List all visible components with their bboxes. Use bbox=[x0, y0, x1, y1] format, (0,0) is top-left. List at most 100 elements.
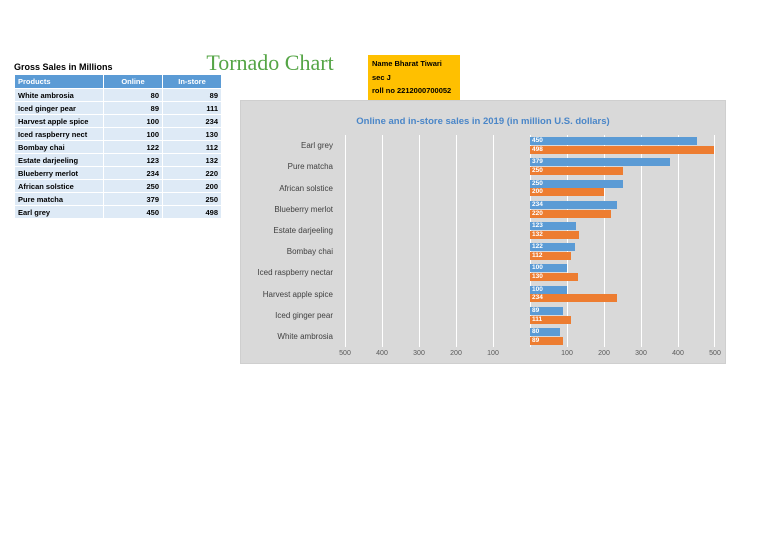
product-cell: Earl grey bbox=[14, 205, 104, 219]
sales-table-body: White ambrosia 80 89 Iced ginger pear 89 111 H… bbox=[14, 88, 222, 219]
value-cell: 132 bbox=[162, 153, 222, 167]
bar-value-label: 220 bbox=[532, 209, 543, 217]
bar-value-label: 111 bbox=[532, 315, 543, 323]
gridline bbox=[419, 135, 420, 347]
table-row: Blueberry merlot 234 220 bbox=[14, 166, 222, 180]
online-bar: 89 bbox=[530, 306, 563, 315]
table-row: African solstice 250 200 bbox=[14, 179, 222, 193]
table-header-row: Products Online In-store bbox=[14, 74, 222, 89]
bar-value-label: 130 bbox=[532, 273, 543, 281]
value-cell: 130 bbox=[162, 127, 222, 141]
table-row: Iced ginger pear 89 111 bbox=[14, 101, 222, 115]
instore-bar: 220 bbox=[530, 209, 612, 218]
product-cell: Blueberry merlot bbox=[14, 166, 104, 180]
online-bar: 450 bbox=[530, 137, 697, 146]
online-bar: 80 bbox=[530, 328, 560, 336]
x-tick-label: 100 bbox=[561, 350, 573, 357]
value-cell: 89 bbox=[103, 101, 163, 115]
value-cell: 498 bbox=[162, 205, 222, 219]
x-tick-label: 200 bbox=[450, 350, 462, 357]
bar-value-label: 80 bbox=[532, 328, 540, 335]
category-label: Harvest apple spice bbox=[262, 289, 333, 299]
instore-bar: 200 bbox=[530, 188, 604, 197]
gridline bbox=[567, 135, 568, 347]
value-cell: 379 bbox=[103, 192, 163, 206]
bar-value-label: 122 bbox=[532, 243, 543, 251]
table-row: White ambrosia 80 89 bbox=[14, 88, 222, 102]
category-label: Pure matcha bbox=[287, 162, 333, 172]
product-cell: Iced raspberry nect bbox=[14, 127, 104, 141]
tornado-chart: Online and in-store sales in 2019 (in mi… bbox=[240, 100, 726, 364]
category-label: Bombay chai bbox=[286, 247, 333, 257]
bar-value-label: 89 bbox=[532, 336, 540, 344]
value-cell: 112 bbox=[162, 140, 222, 154]
gridline bbox=[714, 135, 715, 347]
bar-value-label: 200 bbox=[532, 188, 543, 196]
note-roll-line: roll no 2212000700052 bbox=[372, 86, 452, 95]
chart-title: Online and in-store sales in 2019 (in mi… bbox=[356, 116, 610, 127]
bar-value-label: 123 bbox=[532, 222, 543, 229]
column-header-in-store: In-store bbox=[162, 74, 222, 89]
value-cell: 111 bbox=[162, 101, 222, 115]
product-cell: African solstice bbox=[14, 179, 104, 193]
online-bar: 379 bbox=[530, 158, 671, 167]
table-row: Harvest apple spice 100 234 bbox=[14, 114, 222, 128]
x-tick-label: 400 bbox=[376, 350, 388, 357]
x-tick-label: 300 bbox=[635, 350, 647, 357]
sales-table-block: Gross Sales in Millions Products Online In… bbox=[14, 62, 222, 219]
gridline bbox=[493, 135, 494, 347]
category-label: White ambrosia bbox=[277, 331, 333, 341]
bar-value-label: 112 bbox=[532, 252, 543, 259]
product-cell: White ambrosia bbox=[14, 88, 104, 102]
x-tick-label: 500 bbox=[709, 350, 721, 357]
gridline bbox=[641, 135, 642, 347]
table-row: Pure matcha 379 250 bbox=[14, 192, 222, 206]
value-cell: 250 bbox=[162, 192, 222, 206]
value-cell: 80 bbox=[103, 88, 163, 102]
bar-value-label: 132 bbox=[532, 230, 543, 238]
x-tick-label: 300 bbox=[413, 350, 425, 357]
value-cell: 250 bbox=[103, 179, 163, 193]
sheet-title: Tornado Chart bbox=[206, 50, 334, 75]
table-row: Bombay chai 122 112 bbox=[14, 140, 222, 154]
value-cell: 89 bbox=[162, 88, 222, 102]
bar-value-label: 250 bbox=[532, 167, 543, 175]
value-cell: 450 bbox=[103, 205, 163, 219]
bar-value-label: 89 bbox=[532, 306, 540, 314]
instore-bar: 130 bbox=[530, 273, 579, 282]
instore-bar: 250 bbox=[530, 167, 623, 176]
table-row: Estate darjeeling 123 132 bbox=[14, 153, 222, 167]
instore-bar: 89 bbox=[530, 336, 563, 345]
name-note-box: Name Bharat Tiwari sec J roll no 2212000… bbox=[368, 55, 460, 101]
instore-bar: 132 bbox=[530, 230, 579, 239]
bar-value-label: 234 bbox=[532, 294, 543, 302]
bar-value-label: 234 bbox=[532, 200, 543, 208]
bar-value-label: 450 bbox=[532, 137, 543, 145]
gridline bbox=[604, 135, 605, 347]
category-label: Iced raspberry nectar bbox=[257, 268, 333, 278]
gridline bbox=[456, 135, 457, 347]
category-axis: Earl grey Pure matcha African solstice Blue… bbox=[241, 135, 339, 347]
gridline bbox=[345, 135, 346, 347]
value-cell: 100 bbox=[103, 127, 163, 141]
instore-bar: 111 bbox=[530, 315, 572, 324]
online-bar: 122 bbox=[530, 243, 576, 252]
x-tick-label: 400 bbox=[672, 350, 684, 357]
sales-table: Products Online In-store White ambrosia 80 8… bbox=[14, 74, 222, 219]
gridline bbox=[530, 135, 531, 347]
bar-value-label: 379 bbox=[532, 158, 543, 166]
x-tick-label: 500 bbox=[339, 350, 351, 357]
plot-area: 450 498 379 250 250 200 234 220 123 132 122 112 100 1… bbox=[345, 135, 715, 347]
bar-value-label: 100 bbox=[532, 285, 543, 293]
product-cell: Iced ginger pear bbox=[14, 101, 104, 115]
value-cell: 220 bbox=[162, 166, 222, 180]
product-cell: Bombay chai bbox=[14, 140, 104, 154]
bar-value-label: 250 bbox=[532, 179, 543, 187]
online-bar: 100 bbox=[530, 264, 567, 273]
product-cell: Pure matcha bbox=[14, 192, 104, 206]
value-cell: 234 bbox=[162, 114, 222, 128]
online-bar: 123 bbox=[530, 222, 576, 230]
table-caption: Gross Sales in Millions bbox=[14, 62, 113, 72]
bar-value-label: 100 bbox=[532, 264, 543, 272]
